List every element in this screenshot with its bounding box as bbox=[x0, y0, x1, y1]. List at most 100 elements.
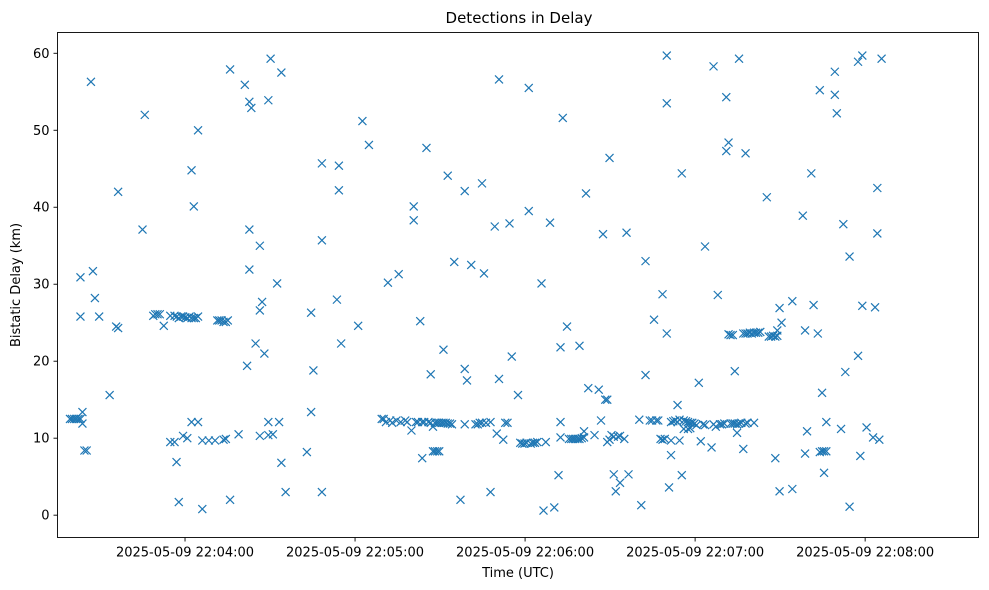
data-point bbox=[422, 143, 431, 153]
data-point bbox=[696, 436, 706, 446]
data-point bbox=[724, 138, 733, 148]
data-point bbox=[732, 428, 742, 438]
data-point bbox=[777, 318, 786, 328]
data-point bbox=[155, 309, 165, 319]
data-point bbox=[263, 95, 273, 105]
data-point bbox=[541, 437, 551, 447]
data-point bbox=[477, 418, 487, 428]
data-point bbox=[809, 300, 818, 310]
data-point bbox=[426, 369, 436, 379]
data-point bbox=[445, 419, 455, 428]
data-point bbox=[800, 325, 810, 335]
data-point bbox=[308, 366, 318, 375]
data-point bbox=[641, 370, 650, 380]
data-point bbox=[187, 165, 196, 175]
data-point bbox=[819, 468, 829, 478]
data-point bbox=[266, 54, 276, 64]
data-point bbox=[494, 75, 504, 84]
data-point bbox=[658, 435, 667, 445]
data-point bbox=[577, 433, 587, 443]
data-point bbox=[832, 108, 842, 118]
data-point bbox=[221, 434, 231, 444]
data-point bbox=[711, 422, 721, 432]
data-point bbox=[242, 361, 252, 371]
data-point bbox=[255, 305, 265, 315]
data-point bbox=[210, 436, 220, 445]
data-point bbox=[234, 429, 244, 439]
data-point bbox=[251, 339, 261, 348]
data-point bbox=[430, 418, 440, 428]
data-point bbox=[647, 416, 657, 425]
data-point bbox=[770, 453, 780, 463]
data-point bbox=[432, 446, 442, 456]
data-point bbox=[562, 322, 572, 331]
data-point bbox=[417, 417, 427, 427]
data-point bbox=[821, 446, 831, 456]
data-point bbox=[539, 506, 548, 515]
data-point bbox=[317, 158, 327, 168]
data-point bbox=[170, 437, 179, 447]
x-tick-label: 2025-05-09 22:06:00 bbox=[456, 546, 594, 561]
data-point bbox=[505, 218, 514, 228]
data-point bbox=[439, 345, 448, 355]
data-point bbox=[67, 414, 77, 424]
data-point bbox=[615, 431, 625, 441]
data-point bbox=[634, 415, 644, 425]
x-axis-ticks: 2025-05-09 22:04:00 2025-05-09 22:05:00 20… bbox=[116, 537, 934, 561]
data-point bbox=[821, 417, 831, 427]
data-point bbox=[69, 414, 79, 424]
data-point bbox=[658, 289, 667, 299]
data-point bbox=[815, 85, 825, 95]
data-point bbox=[677, 168, 687, 178]
data-point bbox=[524, 206, 534, 216]
data-point bbox=[568, 434, 578, 444]
data-point bbox=[877, 54, 887, 64]
y-tick-label: 40 bbox=[33, 201, 50, 216]
data-point bbox=[549, 503, 559, 512]
data-point bbox=[645, 416, 655, 425]
data-point bbox=[276, 68, 286, 77]
data-point bbox=[609, 469, 619, 479]
data-point bbox=[276, 458, 286, 468]
chart-title: Detections in Delay bbox=[446, 9, 593, 27]
data-point bbox=[364, 140, 374, 150]
data-point bbox=[140, 110, 150, 120]
data-point bbox=[477, 178, 487, 188]
data-point bbox=[65, 414, 75, 424]
data-point bbox=[182, 433, 192, 443]
data-point bbox=[636, 500, 646, 510]
data-point bbox=[683, 424, 693, 434]
data-point bbox=[755, 327, 765, 337]
data-point bbox=[460, 364, 470, 374]
data-point bbox=[590, 430, 599, 440]
y-tick-label: 30 bbox=[33, 278, 50, 293]
data-point bbox=[749, 418, 759, 428]
data-point bbox=[357, 116, 367, 126]
data-point bbox=[600, 395, 610, 405]
data-point bbox=[753, 328, 763, 338]
data-point bbox=[653, 416, 663, 425]
data-point bbox=[409, 215, 419, 225]
data-point bbox=[730, 366, 740, 376]
data-point bbox=[259, 349, 269, 358]
data-point bbox=[734, 54, 744, 64]
data-point bbox=[770, 332, 780, 342]
data-point bbox=[246, 103, 256, 113]
data-point bbox=[662, 98, 672, 108]
data-point bbox=[306, 308, 316, 318]
data-point bbox=[490, 222, 500, 231]
data-point bbox=[460, 186, 470, 196]
data-point bbox=[432, 418, 442, 428]
data-point bbox=[545, 218, 555, 228]
data-point bbox=[836, 424, 846, 434]
data-point bbox=[434, 418, 444, 428]
data-point bbox=[105, 390, 115, 400]
data-point bbox=[302, 447, 312, 457]
y-tick-label: 10 bbox=[33, 432, 50, 447]
data-point bbox=[874, 435, 884, 445]
data-point bbox=[556, 342, 565, 352]
plot-frame bbox=[57, 32, 979, 538]
data-point bbox=[615, 478, 625, 488]
data-point bbox=[605, 153, 614, 163]
